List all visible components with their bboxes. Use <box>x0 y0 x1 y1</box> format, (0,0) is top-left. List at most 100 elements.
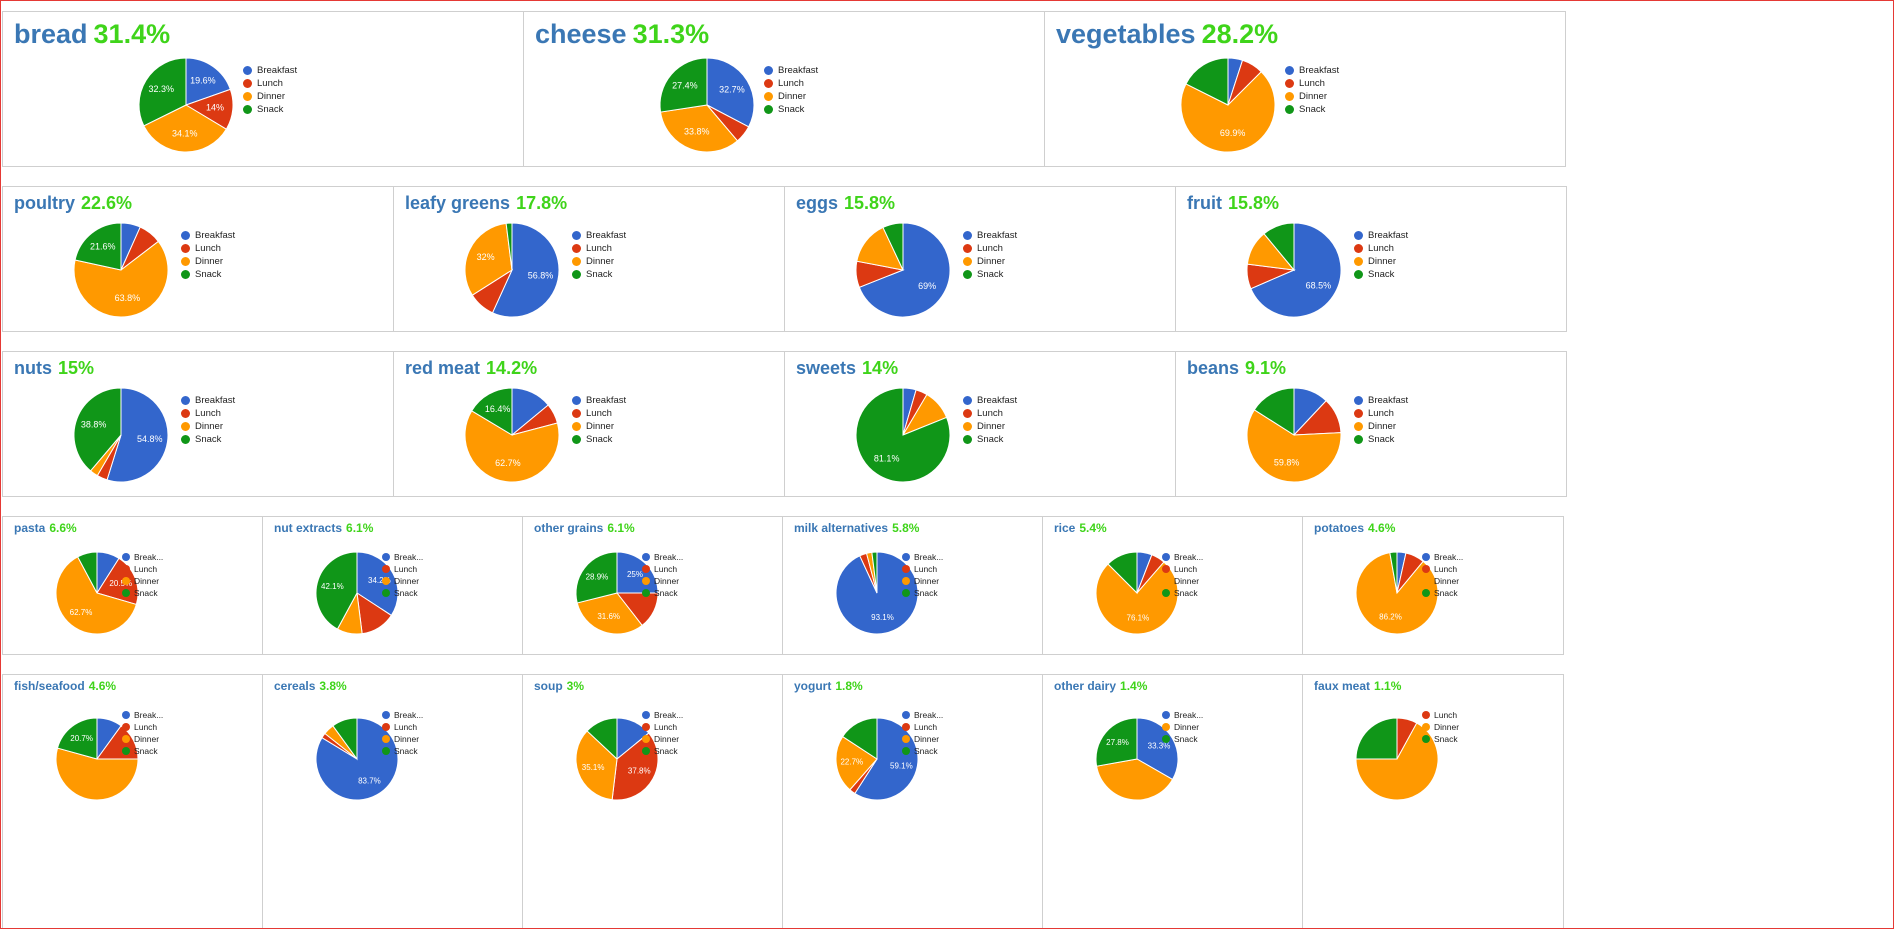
pie-slice-dinner[interactable] <box>464 410 560 483</box>
pie-slice-dinner[interactable] <box>575 730 618 801</box>
legend-item-dinner[interactable]: Dinner <box>122 733 163 745</box>
legend-item-breakfast[interactable]: Break... <box>382 709 423 721</box>
pie-slice-snack[interactable] <box>871 551 878 594</box>
pie-slice-dinner[interactable] <box>143 104 227 153</box>
pie-slice-dinner[interactable] <box>1180 71 1276 153</box>
legend-item-dinner[interactable]: Dinner <box>1422 721 1459 733</box>
legend-item-lunch[interactable]: Lunch <box>572 407 626 420</box>
pie-slice-snack[interactable] <box>1095 717 1138 767</box>
legend-item-lunch[interactable]: Lunch <box>122 721 163 733</box>
legend-item-dinner[interactable]: Dinner <box>1422 575 1463 587</box>
pie-slice-breakfast[interactable] <box>491 222 560 318</box>
legend-item-dinner[interactable]: Dinner <box>963 420 1017 433</box>
pie-slice-snack[interactable] <box>855 387 951 483</box>
pie-slice-snack[interactable] <box>73 387 122 472</box>
pie-slice-dinner[interactable] <box>73 240 169 318</box>
legend-item-lunch[interactable]: Lunch <box>1354 407 1408 420</box>
legend-item-lunch[interactable]: Lunch <box>902 721 943 733</box>
pie-slice-dinner[interactable] <box>55 556 137 635</box>
legend-item-dinner[interactable]: Dinner <box>963 255 1017 268</box>
pie-slice-breakfast[interactable] <box>1250 222 1342 318</box>
pie-slice-dinner[interactable] <box>55 747 139 801</box>
legend-item-breakfast[interactable]: Breakfast <box>181 394 235 407</box>
legend-item-breakfast[interactable]: Break... <box>902 709 943 721</box>
legend-item-dinner[interactable]: Dinner <box>122 575 163 587</box>
pie-slice-snack[interactable] <box>471 387 513 436</box>
pie-slice-snack[interactable] <box>1389 551 1398 594</box>
legend-item-dinner[interactable]: Dinner <box>382 575 423 587</box>
legend-item-snack[interactable]: Snack <box>1354 433 1408 446</box>
legend-item-dinner[interactable]: Dinner <box>181 255 235 268</box>
pie-slice-snack[interactable] <box>77 551 98 594</box>
pie-slice-breakfast[interactable] <box>106 387 169 483</box>
pie-slice-snack[interactable] <box>505 222 513 271</box>
legend-item-dinner[interactable]: Dinner <box>902 575 943 587</box>
legend-item-snack[interactable]: Snack <box>764 103 818 116</box>
legend-item-dinner[interactable]: Dinner <box>1354 255 1408 268</box>
legend-item-breakfast[interactable]: Break... <box>382 551 423 563</box>
pie-slice-dinner[interactable] <box>1095 561 1179 635</box>
legend-item-breakfast[interactable]: Break... <box>642 709 683 721</box>
pie-slice-snack[interactable] <box>659 57 708 113</box>
pie-slice-snack[interactable] <box>575 551 618 604</box>
pie-slice-snack[interactable] <box>1263 222 1295 272</box>
pie-slice-dinner[interactable] <box>1096 758 1174 801</box>
legend-item-breakfast[interactable]: Breakfast <box>1285 64 1339 77</box>
legend-item-snack[interactable]: Snack <box>1354 268 1408 281</box>
legend-item-lunch[interactable]: Lunch <box>1162 563 1203 575</box>
legend-item-lunch[interactable]: Lunch <box>764 77 818 90</box>
legend-item-snack[interactable]: Snack <box>572 433 626 446</box>
pie-slice-snack[interactable] <box>1185 57 1229 106</box>
legend-item-snack[interactable]: Snack <box>122 745 163 757</box>
legend-item-dinner[interactable]: Dinner <box>572 255 626 268</box>
legend-item-snack[interactable]: Snack <box>382 745 423 757</box>
legend-item-lunch[interactable]: Lunch <box>243 77 297 90</box>
pie-slice-snack[interactable] <box>74 222 122 271</box>
legend-item-lunch[interactable]: Lunch <box>382 563 423 575</box>
legend-item-dinner[interactable]: Dinner <box>181 420 235 433</box>
legend-item-lunch[interactable]: Lunch <box>1354 242 1408 255</box>
pie-slice-snack[interactable] <box>1253 387 1295 436</box>
pie-slice-dinner[interactable] <box>835 735 878 791</box>
legend-item-breakfast[interactable]: Breakfast <box>963 394 1017 407</box>
legend-item-snack[interactable]: Snack <box>963 433 1017 446</box>
legend-item-dinner[interactable]: Dinner <box>572 420 626 433</box>
legend-item-lunch[interactable]: Lunch <box>181 407 235 420</box>
legend-item-lunch[interactable]: Lunch <box>181 242 235 255</box>
legend-item-breakfast[interactable]: Breakfast <box>1354 394 1408 407</box>
legend-item-snack[interactable]: Snack <box>902 587 943 599</box>
legend-item-dinner[interactable]: Dinner <box>1354 420 1408 433</box>
legend-item-dinner[interactable]: Dinner <box>902 733 943 745</box>
pie-slice-snack[interactable] <box>882 222 904 271</box>
legend-item-dinner[interactable]: Dinner <box>642 733 683 745</box>
pie-slice-dinner[interactable] <box>576 592 643 635</box>
pie-slice-breakfast[interactable] <box>706 57 755 128</box>
legend-item-dinner[interactable]: Dinner <box>1162 575 1203 587</box>
legend-item-snack[interactable]: Snack <box>1422 587 1463 599</box>
legend-item-lunch[interactable]: Lunch <box>642 563 683 575</box>
pie-slice-dinner[interactable] <box>1246 409 1342 483</box>
legend-item-snack[interactable]: Snack <box>181 268 235 281</box>
legend-item-snack[interactable]: Snack <box>382 587 423 599</box>
legend-item-breakfast[interactable]: Break... <box>122 709 163 721</box>
legend-item-lunch[interactable]: Lunch <box>642 721 683 733</box>
legend-item-breakfast[interactable]: Breakfast <box>243 64 297 77</box>
legend-item-snack[interactable]: Snack <box>642 587 683 599</box>
legend-item-snack[interactable]: Snack <box>181 433 235 446</box>
legend-item-dinner[interactable]: Dinner <box>1162 721 1203 733</box>
legend-item-snack[interactable]: Snack <box>1285 103 1339 116</box>
legend-item-snack[interactable]: Snack <box>642 745 683 757</box>
legend-item-lunch[interactable]: Lunch <box>382 721 423 733</box>
pie-slice-dinner[interactable] <box>1355 552 1439 635</box>
pie-slice-snack[interactable] <box>1107 551 1138 595</box>
legend-item-breakfast[interactable]: Break... <box>1422 551 1463 563</box>
legend-item-breakfast[interactable]: Breakfast <box>572 229 626 242</box>
legend-item-lunch[interactable]: Lunch <box>572 242 626 255</box>
legend-item-lunch[interactable]: Lunch <box>963 407 1017 420</box>
pie-slice-dinner[interactable] <box>464 222 513 296</box>
legend-item-dinner[interactable]: Dinner <box>1285 90 1339 103</box>
legend-item-snack[interactable]: Snack <box>1162 587 1203 599</box>
legend-item-lunch[interactable]: Lunch <box>1422 563 1463 575</box>
legend-item-breakfast[interactable]: Break... <box>642 551 683 563</box>
legend-item-lunch[interactable]: Lunch <box>1422 709 1459 721</box>
